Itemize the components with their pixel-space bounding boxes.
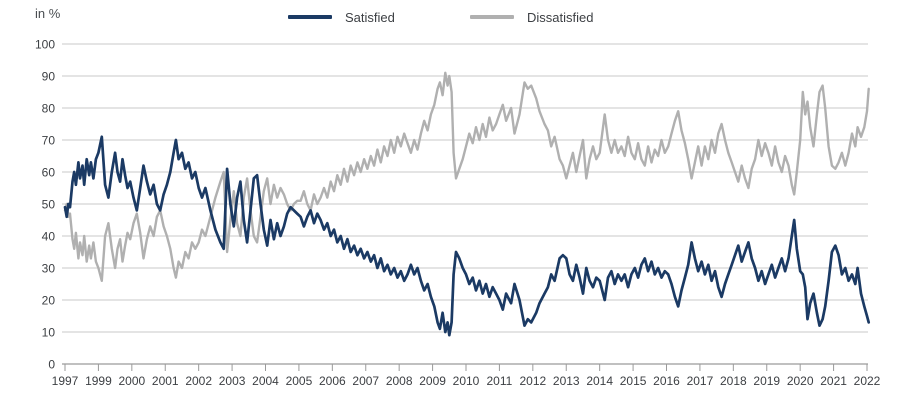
x-tick-label: 2004 [252, 374, 279, 388]
x-tick-label: 1997 [52, 374, 79, 388]
legend-label-satisfied: Satisfied [345, 9, 395, 25]
x-tick-label: 2013 [553, 374, 580, 388]
x-tick-label: 2001 [152, 374, 179, 388]
x-tick-label: 2014 [586, 374, 613, 388]
x-tick-label: 2006 [319, 374, 346, 388]
satisfied-line-swatch [288, 15, 332, 19]
legend-item-dissatisfied: Dissatisfied [470, 9, 593, 25]
x-tick-label: 2003 [219, 374, 246, 388]
y-tick-label: 70 [42, 134, 56, 148]
x-tick-label: 2012 [519, 374, 546, 388]
y-tick-label: 30 [42, 262, 56, 276]
dissatisfied-line-swatch [470, 15, 514, 19]
x-tick-label: 2019 [753, 374, 780, 388]
x-tick-label: 2015 [620, 374, 647, 388]
x-tick-label: 2011 [487, 374, 513, 388]
y-tick-label: 0 [48, 358, 55, 372]
x-tick-label: 2020 [787, 374, 814, 388]
x-tick-label: 2008 [386, 374, 413, 388]
y-tick-label: 80 [42, 102, 56, 116]
x-tick-label: 2005 [286, 374, 313, 388]
x-tick-label: 2017 [687, 374, 714, 388]
y-tick-label: 100 [35, 38, 55, 52]
dissatisfied-line [63, 71, 870, 282]
x-tick-label: 2009 [419, 374, 446, 388]
x-tick-label: 2016 [653, 374, 680, 388]
y-axis-unit-label: in % [35, 6, 61, 21]
y-tick-label: 90 [42, 70, 56, 84]
legend-label-dissatisfied: Dissatisfied [527, 9, 594, 25]
x-tick-label: 2021 [820, 374, 847, 388]
x-tick-label: 2010 [453, 374, 480, 388]
x-tick-label: 2000 [118, 374, 145, 388]
y-tick-label: 60 [42, 166, 56, 180]
satisfied-line [63, 135, 871, 337]
x-tick-label: 2007 [352, 374, 379, 388]
y-tick-label: 20 [42, 294, 56, 308]
x-tick-label: 1999 [85, 374, 112, 388]
y-tick-label: 10 [42, 326, 56, 340]
x-tick-label: 2002 [185, 374, 212, 388]
y-tick-label: 50 [42, 198, 56, 212]
legend-item-satisfied: Satisfied [288, 9, 395, 25]
x-tick-label: 2022 [854, 374, 881, 388]
x-tick-label: 2018 [720, 374, 747, 388]
y-tick-label: 40 [42, 230, 56, 244]
